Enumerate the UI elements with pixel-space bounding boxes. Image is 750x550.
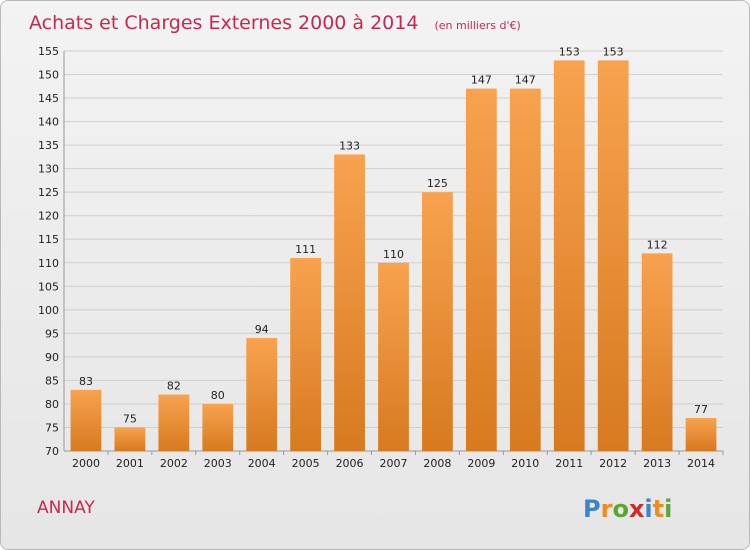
value-label-2001: 75 bbox=[123, 412, 137, 425]
value-label-2007: 110 bbox=[383, 248, 404, 261]
x-tick-label: 2001 bbox=[116, 457, 144, 470]
value-label-2002: 82 bbox=[167, 380, 181, 393]
x-tick-label: 2004 bbox=[248, 457, 276, 470]
value-label-2013: 112 bbox=[647, 238, 668, 251]
y-tick-label: 100 bbox=[38, 304, 59, 317]
y-tick-label: 85 bbox=[45, 374, 59, 387]
chart-title-main: Achats et Charges Externes 2000 à 2014 bbox=[29, 12, 418, 34]
y-tick-label: 115 bbox=[38, 233, 59, 246]
bar-2006 bbox=[334, 154, 365, 451]
logo-letter: i bbox=[664, 495, 672, 523]
value-label-2006: 133 bbox=[339, 140, 360, 153]
y-tick-label: 145 bbox=[38, 92, 59, 105]
value-label-2004: 94 bbox=[255, 323, 269, 336]
x-tick-label: 2014 bbox=[687, 457, 715, 470]
value-label-2009: 147 bbox=[471, 74, 492, 87]
bar-2005 bbox=[290, 258, 322, 451]
y-tick-label: 140 bbox=[38, 116, 59, 129]
x-tick-label: 2008 bbox=[423, 457, 451, 470]
x-tick-label: 2006 bbox=[336, 457, 364, 470]
x-tick-label: 2005 bbox=[292, 457, 320, 470]
bar-2003 bbox=[202, 403, 234, 451]
x-tick-label: 2010 bbox=[511, 457, 539, 470]
logo-letter: i bbox=[644, 495, 652, 523]
bar-2000 bbox=[70, 389, 102, 451]
chart-title: Achats et Charges Externes 2000 à 2014 (… bbox=[29, 12, 521, 34]
y-tick-label: 90 bbox=[45, 351, 59, 364]
bar-2013 bbox=[641, 253, 673, 451]
value-labels: 83 75 82 80 94 111 133 110 125 147 147 153 153 112 77 bbox=[79, 45, 708, 425]
bars bbox=[70, 60, 717, 452]
y-tick-label: 150 bbox=[38, 69, 59, 82]
bar-2010 bbox=[509, 88, 541, 451]
value-label-2014: 77 bbox=[694, 403, 708, 416]
x-tick-label: 2002 bbox=[160, 457, 188, 470]
value-label-2003: 80 bbox=[211, 389, 225, 402]
x-tick-label: 2009 bbox=[467, 457, 495, 470]
bar-2011 bbox=[553, 60, 585, 451]
x-tick-label: 2003 bbox=[204, 457, 232, 470]
y-tick-label: 155 bbox=[38, 45, 59, 58]
value-label-2010: 147 bbox=[515, 74, 536, 87]
y-tick-label: 75 bbox=[45, 421, 59, 434]
bar-2009 bbox=[465, 88, 497, 451]
proxiti-logo: Proxiti bbox=[583, 495, 672, 523]
y-tick-label: 70 bbox=[45, 445, 59, 458]
commune-name: ANNAY bbox=[37, 498, 95, 518]
x-tick-labels: 2000 2001 2002 2003 2004 2005 2006 2007 2008 2009… bbox=[72, 457, 715, 470]
y-tick-label: 105 bbox=[38, 280, 59, 293]
y-tick-label: 95 bbox=[45, 327, 59, 340]
x-tick-label: 2007 bbox=[380, 457, 408, 470]
y-tick-label: 125 bbox=[38, 186, 59, 199]
y-tick-label: 110 bbox=[38, 257, 59, 270]
logo-letter: t bbox=[653, 495, 664, 523]
bar-2007 bbox=[378, 262, 409, 451]
logo-letter: x bbox=[629, 495, 645, 523]
bar-2014 bbox=[685, 418, 717, 451]
y-tick-label: 135 bbox=[38, 139, 59, 152]
bar-2001 bbox=[114, 427, 146, 451]
y-tick-labels: 70 75 80 85 90 95 100 105 110 115 120 125 130 135 140 1… bbox=[38, 45, 59, 458]
value-label-2005: 111 bbox=[295, 243, 316, 256]
value-label-2000: 83 bbox=[79, 375, 93, 388]
value-label-2012: 153 bbox=[603, 45, 624, 58]
y-tick-label: 120 bbox=[38, 210, 59, 223]
bar-2012 bbox=[597, 60, 629, 451]
logo-letter: P bbox=[583, 495, 601, 523]
bar-2008 bbox=[422, 192, 453, 452]
logo-letter: o bbox=[612, 495, 629, 523]
x-tick-label: 2000 bbox=[72, 457, 100, 470]
value-label-2008: 125 bbox=[427, 177, 448, 190]
y-tick-label: 80 bbox=[45, 398, 59, 411]
bar-2002 bbox=[158, 394, 190, 451]
chart-subtitle: (en milliers d'€) bbox=[435, 19, 521, 32]
value-label-2011: 153 bbox=[559, 45, 580, 58]
x-tick-label: 2011 bbox=[555, 457, 583, 470]
x-tick-label: 2012 bbox=[599, 457, 627, 470]
logo-letter: r bbox=[601, 495, 613, 523]
x-tick-label: 2013 bbox=[643, 457, 671, 470]
bar-2004 bbox=[246, 338, 278, 451]
y-tick-label: 130 bbox=[38, 163, 59, 176]
